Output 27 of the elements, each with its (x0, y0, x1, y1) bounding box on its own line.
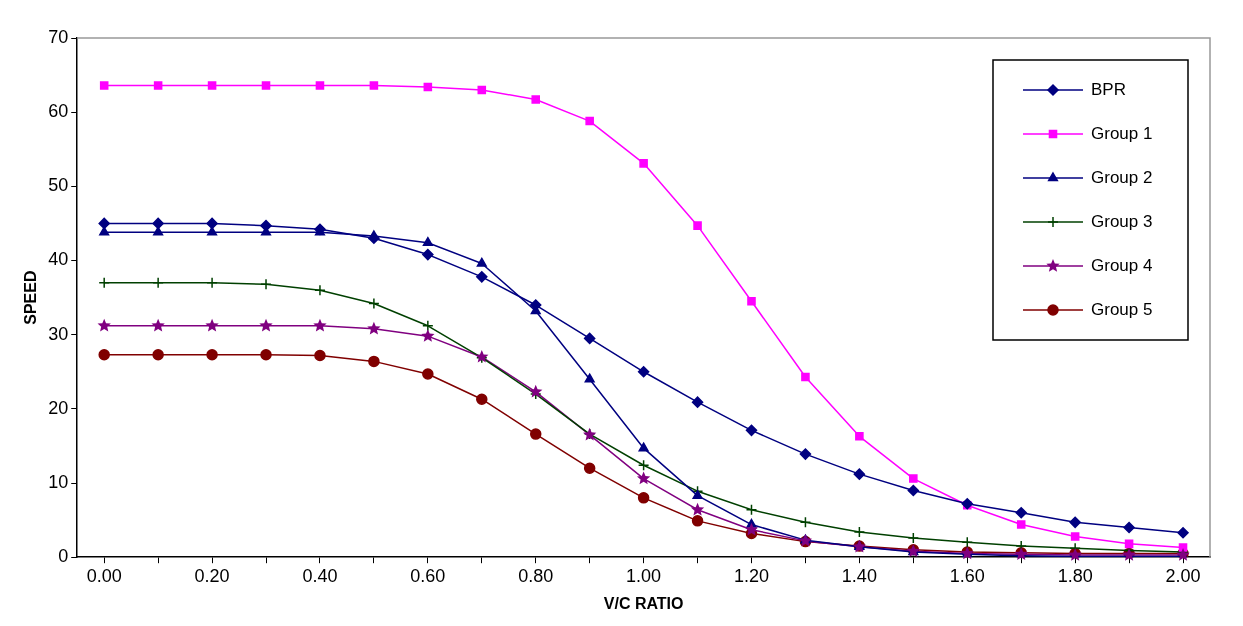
x-tick-label: 1.80 (1057, 565, 1093, 586)
legend-label: BPR (1091, 79, 1126, 99)
y-tick-label: 50 (48, 175, 69, 196)
x-tick-label: 1.40 (841, 565, 877, 586)
x-tick-label: 1.00 (626, 565, 662, 586)
y-tick-label: 60 (48, 101, 69, 122)
x-tick-label: 0.80 (518, 565, 554, 586)
y-tick-label: 70 (48, 26, 69, 47)
x-tick-label: 0.40 (302, 565, 338, 586)
y-axis-title: SPEED (22, 270, 40, 325)
legend-label: Group 3 (1091, 211, 1153, 231)
y-tick-label: 20 (48, 397, 69, 418)
legend-label: Group 5 (1091, 299, 1153, 319)
x-tick-label: 0.20 (194, 565, 230, 586)
y-tick-label: 30 (48, 323, 69, 344)
legend-label: Group 2 (1091, 167, 1153, 187)
legend-label: Group 1 (1091, 123, 1153, 143)
x-tick-label: 1.60 (949, 565, 985, 586)
x-tick-label: 0.60 (410, 565, 446, 586)
y-tick-label: 10 (48, 472, 69, 492)
x-axis-title: V/C RATIO (603, 594, 684, 612)
x-tick-label: 0.00 (86, 565, 122, 586)
legend-label: Group 4 (1091, 255, 1153, 275)
y-tick-label: 40 (48, 249, 69, 270)
x-tick-label: 1.20 (733, 565, 770, 586)
y-tick-label: 0 (58, 546, 69, 567)
x-tick-label: 2.00 (1165, 565, 1201, 586)
